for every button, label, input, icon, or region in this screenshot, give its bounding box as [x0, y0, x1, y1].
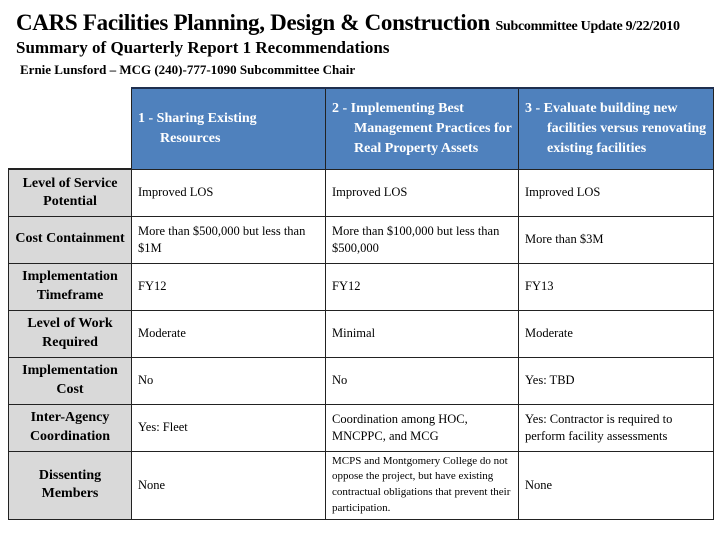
table-cell: No	[325, 356, 519, 405]
row-header: Dissenting Members	[8, 450, 132, 521]
table-cell: Minimal	[325, 309, 519, 358]
table-cell: Yes: Fleet	[131, 403, 326, 452]
table-cell: No	[131, 356, 326, 405]
table-cell: Moderate	[131, 309, 326, 358]
table-cell: Improved LOS	[325, 168, 519, 217]
table-cell: None	[131, 450, 326, 521]
table-cell: FY13	[518, 262, 714, 311]
recommendations-table: 1 - Sharing Existing Resources 2 - Imple…	[8, 87, 714, 521]
row-header: Level of Service Potential	[8, 168, 132, 217]
table-row: Inter-Agency Coordination Yes: Fleet Coord…	[8, 403, 714, 452]
table-row: Level of Service Potential Improved LOS Im…	[8, 168, 714, 217]
table-cell: FY12	[325, 262, 519, 311]
slide-title: CARS Facilities Planning, Design & Const…	[16, 10, 680, 36]
table-cell: More than $3M	[518, 215, 714, 264]
table-row: Level of Work Required Moderate Minimal Mod…	[8, 309, 714, 358]
row-header: Level of Work Required	[8, 309, 132, 358]
table-cell: More than $100,000 but less than $500,00…	[325, 215, 519, 264]
row-header: Inter-Agency Coordination	[8, 403, 132, 452]
column-header-2: 2 - Implementing Best Management Practic…	[325, 87, 519, 170]
table-cell: None	[518, 450, 714, 521]
table-cell: Yes: Contractor is required to perform f…	[518, 403, 714, 452]
table-row: Dissenting Members None MCPS and Montgomer…	[8, 450, 714, 521]
table-row: Implementation Cost No No Yes: TBD	[8, 356, 714, 405]
byline: Ernie Lunsford – MCG (240)-777-1090 Subc…	[20, 62, 356, 77]
column-header-1: 1 - Sharing Existing Resources	[131, 87, 326, 170]
row-header: Implementation Timeframe	[8, 262, 132, 311]
table-cell: Improved LOS	[131, 168, 326, 217]
title-main: CARS Facilities Planning, Design & Const…	[16, 10, 491, 35]
row-header: Cost Containment	[8, 215, 132, 264]
row-header: Implementation Cost	[8, 356, 132, 405]
table-cell: Moderate	[518, 309, 714, 358]
header-row: 1 - Sharing Existing Resources 2 - Imple…	[8, 87, 714, 170]
slide-subtitle: Summary of Quarterly Report 1 Recommenda…	[16, 38, 390, 57]
title-sub: Subcommittee Update 9/22/2010	[495, 19, 680, 34]
table-cell: MCPS and Montgomery College do not oppos…	[325, 450, 519, 521]
table-cell: Improved LOS	[518, 168, 714, 217]
column-header-3: 3 - Evaluate building new facilities ver…	[518, 87, 714, 170]
table-cell: Coordination among HOC, MNCPPC, and MCG	[325, 403, 519, 452]
table-row: Cost Containment More than $500,000 but l…	[8, 215, 714, 264]
table-cell: Yes: TBD	[518, 356, 714, 405]
table-cell: More than $500,000 but less than $1M	[131, 215, 326, 264]
table-row: Implementation Timeframe FY12 FY12 FY13	[8, 262, 714, 311]
table-cell: FY12	[131, 262, 326, 311]
corner-cell	[8, 88, 132, 170]
